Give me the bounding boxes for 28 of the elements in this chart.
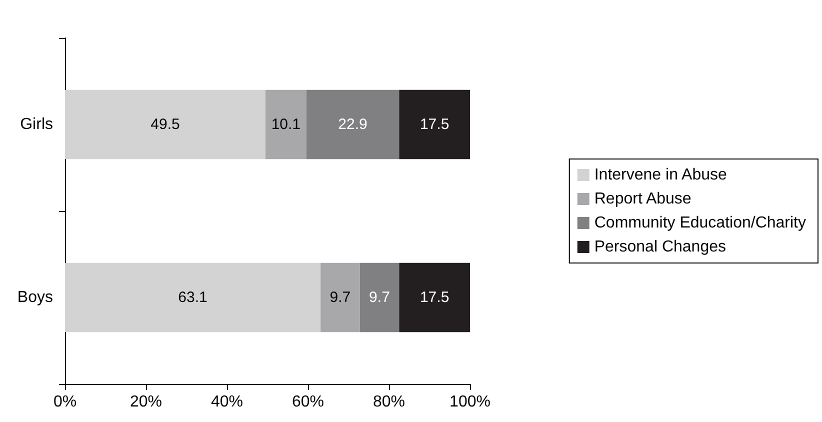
x-tick-label: 40% [210, 394, 244, 410]
data-label: 9.7 [330, 289, 351, 306]
y-tick-label: Girls [20, 116, 53, 133]
bar [265, 90, 306, 160]
x-tick-label: 100% [450, 394, 490, 410]
data-label: 63.1 [178, 289, 208, 306]
x-tick-label: 80% [372, 394, 406, 410]
bar [399, 262, 470, 332]
data-label: 49.5 [150, 116, 180, 133]
data-label: 10.1 [271, 116, 301, 133]
x-tick-label: 20% [130, 394, 162, 410]
legend-label: Community Education/Charity [594, 214, 806, 232]
data-label: 9.7 [369, 289, 390, 306]
legend-label: Intervene in Abuse [594, 166, 727, 184]
x-tick-label: 60% [292, 394, 324, 410]
legend-label: Personal Changes [594, 238, 726, 256]
bar [306, 90, 400, 160]
bar [65, 262, 321, 332]
bar [360, 262, 400, 332]
bar [399, 90, 470, 160]
bar [65, 90, 266, 160]
y-tick-label: Boys [17, 289, 53, 306]
data-label: 17.5 [420, 289, 450, 306]
bar [320, 262, 360, 332]
data-label: 17.5 [420, 116, 450, 133]
x-tick-label: 0% [53, 394, 77, 410]
legend-label: Report Abuse [594, 190, 692, 208]
data-label: 22.9 [338, 116, 368, 133]
